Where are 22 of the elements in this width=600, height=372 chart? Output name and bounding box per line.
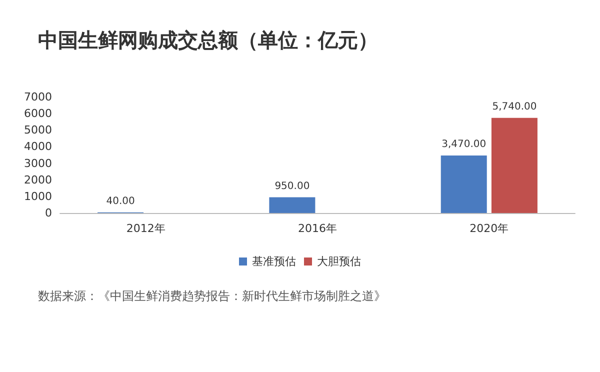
data-label: 950.00 <box>274 180 310 192</box>
y-tick-label: 1000 <box>24 190 52 203</box>
y-tick-label: 6000 <box>24 107 52 120</box>
y-tick-label: 7000 <box>24 90 52 104</box>
y-tick-label: 5000 <box>24 124 52 137</box>
y-tick-label: 4000 <box>24 140 52 154</box>
x-tick-label: 2020年 <box>470 222 509 235</box>
bar <box>491 118 538 213</box>
y-tick-label: 2000 <box>24 173 52 186</box>
source-note: 数据来源：《中国生鲜消费趋势报告：新时代生鲜市场制胜之道》 <box>38 289 386 303</box>
data-label: 3,470.00 <box>442 138 486 150</box>
legend-label: 大胆预估 <box>317 255 361 268</box>
legend-label: 基准预估 <box>252 255 296 268</box>
bar <box>440 155 487 213</box>
bar <box>269 197 316 213</box>
data-label: 40.00 <box>106 196 135 207</box>
chart-title: 中国生鲜网购成交总额（单位：亿元） <box>38 28 378 52</box>
x-tick-label: 2016年 <box>298 222 337 235</box>
y-tick-label: 3000 <box>24 156 52 170</box>
data-label: 5,740.00 <box>492 101 537 112</box>
x-tick-label: 2012年 <box>126 222 166 235</box>
y-tick-label: 0 <box>45 206 52 220</box>
